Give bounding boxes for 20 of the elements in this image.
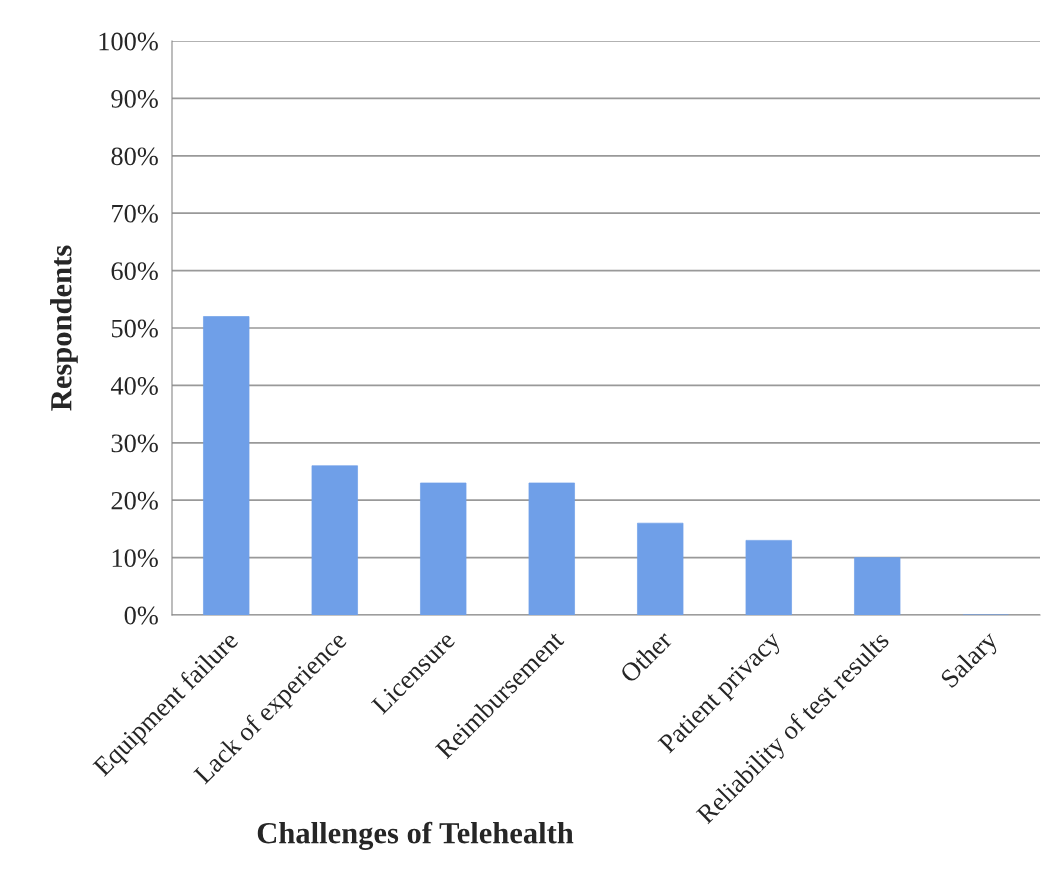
y-tick-label: 70%: [112, 204, 158, 223]
bar: [420, 482, 467, 615]
y-tick-label: 80%: [111, 147, 158, 166]
y-tick-label: 60%: [111, 262, 158, 281]
y-tick-label: 90%: [111, 90, 158, 108]
x-axis-title: Challenges of Telehealth: [257, 821, 574, 850]
y-tick-label: 20%: [111, 491, 158, 510]
y-axis-title: Respondents: [50, 245, 78, 411]
y-tick-label: 100%: [99, 32, 158, 51]
y-tick-label: 40%: [110, 377, 158, 395]
bar: [311, 465, 358, 615]
y-tick-label: 30%: [111, 434, 158, 453]
y-tick-label: 10%: [112, 549, 158, 568]
bar: [528, 482, 575, 615]
bar: [203, 316, 250, 615]
y-tick-label: 0%: [124, 606, 158, 625]
bar: [745, 540, 792, 615]
bar: [854, 557, 901, 615]
y-tick-label: 50%: [111, 319, 158, 338]
bar: [637, 522, 684, 615]
